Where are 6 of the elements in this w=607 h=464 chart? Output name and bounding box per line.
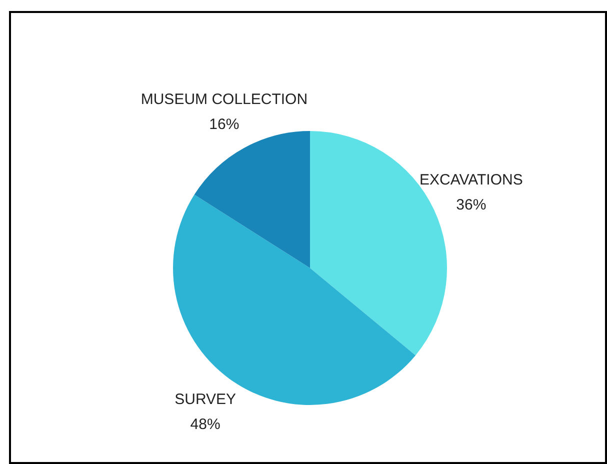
slice-label: MUSEUM COLLECTION	[140, 91, 308, 108]
slice-label: SURVEY	[174, 391, 236, 408]
data-label: 48%	[190, 416, 220, 434]
data-label: 36%	[456, 196, 486, 214]
data-label: 16%	[209, 116, 240, 134]
slice-label: EXCAVATIONS	[419, 171, 523, 188]
